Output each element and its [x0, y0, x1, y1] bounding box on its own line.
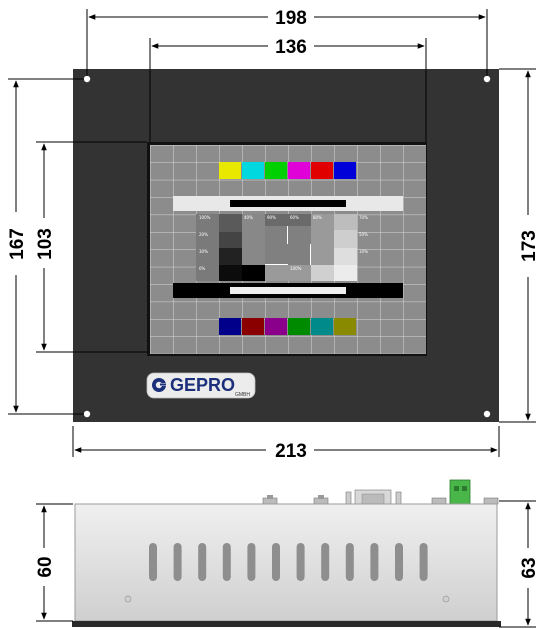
- dim-167: 167: [7, 228, 28, 260]
- color-swatch: [219, 162, 241, 179]
- color-swatch: [311, 318, 333, 335]
- color-swatch: [311, 162, 333, 179]
- color-swatch: [288, 318, 310, 335]
- svg-text:90%: 90%: [267, 215, 276, 220]
- dim-63: 63: [519, 557, 536, 578]
- front-view: 100% 40% 90% 60% 80% 70% 20% 50% 30% 10%…: [73, 69, 499, 422]
- screw-icon: [442, 595, 450, 603]
- mounting-hole-br: [483, 410, 491, 418]
- svg-text:50%: 50%: [359, 232, 368, 237]
- vent-slot: [247, 543, 256, 581]
- svg-text:20%: 20%: [199, 232, 208, 237]
- svg-text:100%: 100%: [199, 215, 211, 220]
- logo-mark-icon: [152, 378, 167, 392]
- side-dimension-lines: [36, 500, 536, 628]
- white-bar: [230, 287, 346, 294]
- brand-suffix: GMBH: [235, 392, 250, 398]
- mounting-hole-bl: [83, 410, 91, 418]
- vent-slot: [222, 543, 231, 581]
- svg-text:10%: 10%: [359, 249, 368, 254]
- color-swatch: [265, 162, 287, 179]
- resolution-pattern: [265, 226, 311, 281]
- dim-60: 60: [35, 556, 56, 577]
- color-bar-bottom: [219, 318, 356, 335]
- mounting-hole-tr: [483, 75, 491, 83]
- vent-slot: [395, 543, 403, 581]
- dim-198: 198: [275, 8, 307, 29]
- screw-icon: [124, 595, 132, 603]
- svg-text:0%: 0%: [199, 266, 206, 271]
- svg-text:60%: 60%: [290, 215, 299, 220]
- vent-slot: [419, 543, 428, 581]
- dim-173: 173: [519, 230, 536, 262]
- chassis-body: [74, 503, 498, 622]
- color-swatch: [265, 318, 287, 335]
- side-view: [72, 479, 501, 627]
- color-swatch: [242, 162, 264, 179]
- dim-213: 213: [275, 441, 307, 462]
- vent-slots: [149, 543, 428, 581]
- svg-text:100%: 100%: [290, 266, 302, 271]
- display-screen: 100% 40% 90% 60% 80% 70% 20% 50% 30% 10%…: [147, 142, 427, 356]
- vent-slot: [149, 543, 157, 581]
- color-swatch: [219, 318, 241, 335]
- dim-103: 103: [35, 228, 56, 260]
- color-bar-top: [219, 162, 356, 179]
- brand-logo: GEPRO GMBH: [146, 372, 256, 399]
- vent-slot: [321, 543, 330, 581]
- vent-slot: [198, 543, 207, 581]
- grey-level-labels: 100% 40% 90% 60% 80% 70% 20% 50% 30% 10%…: [199, 215, 368, 271]
- vent-slot: [370, 543, 379, 581]
- svg-text:30%: 30%: [199, 249, 208, 254]
- vent-slot: [296, 543, 305, 581]
- black-bar: [230, 200, 346, 207]
- color-swatch: [288, 162, 310, 179]
- svg-text:70%: 70%: [359, 215, 368, 220]
- svg-text:80%: 80%: [313, 215, 322, 220]
- brand-name: GEPRO: [170, 375, 235, 395]
- vent-slot: [272, 543, 280, 581]
- color-swatch: [334, 318, 356, 335]
- dimension-lines: [8, 9, 536, 457]
- color-swatch: [242, 318, 264, 335]
- dimension-labels: 198 136 213 167 103 173: [7, 8, 536, 462]
- mounting-hole-tl: [83, 75, 91, 83]
- svg-text:40%: 40%: [244, 215, 253, 220]
- vent-slot: [173, 543, 182, 581]
- dim-136: 136: [275, 37, 307, 58]
- color-swatch: [334, 162, 356, 179]
- connectors: [262, 479, 499, 505]
- power-connector: [449, 479, 471, 505]
- front-panel-edge: [72, 621, 501, 627]
- vent-slot: [345, 543, 354, 581]
